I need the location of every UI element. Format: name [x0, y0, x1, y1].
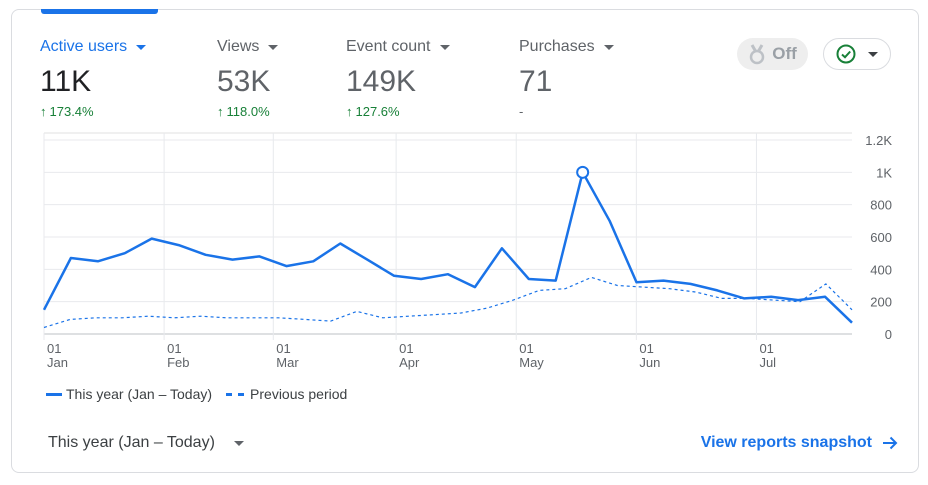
highlight-point: [576, 165, 590, 179]
legend-item-this-year[interactable]: This year (Jan – Today): [46, 386, 212, 402]
y-tick-label: 800: [870, 198, 892, 213]
metric-delta: ↑ 173.4%: [40, 103, 146, 119]
metric-label: Event count: [346, 38, 431, 55]
comparison-status-dropdown[interactable]: [823, 38, 891, 70]
legend-solid-swatch: [46, 392, 62, 396]
award-icon: [749, 44, 765, 65]
metric-value: 71: [519, 65, 553, 98]
caret-down-icon[interactable]: [439, 44, 450, 50]
arrow-right-icon: [883, 436, 898, 450]
legend-label: This year (Jan – Today): [66, 386, 213, 402]
x-tick-day: 01: [399, 341, 413, 356]
metric-views[interactable]: Views 53K ↑ 118.0%: [217, 37, 279, 119]
arrow-up-icon: ↑: [40, 103, 47, 119]
x-tick-day: 01: [639, 341, 653, 356]
y-tick-label: 1K: [876, 165, 892, 180]
caret-down-icon[interactable]: [268, 44, 279, 50]
date-range-dropdown[interactable]: This year (Jan – Today): [48, 434, 244, 452]
y-tick-label: 1.2K: [865, 133, 892, 148]
chart-legend: This year (Jan – Today) Previous period: [46, 386, 361, 402]
series-previous-period: [43, 276, 853, 329]
x-tick-month: Feb: [167, 355, 189, 370]
legend-label: Previous period: [250, 386, 348, 402]
insights-toggle[interactable]: Off: [737, 38, 808, 70]
chart-series: [42, 165, 853, 329]
caret-down-icon: [233, 440, 244, 446]
date-range-label: This year (Jan – Today): [48, 434, 215, 451]
x-tick-month: May: [519, 355, 544, 370]
x-tick-month: Jul: [759, 355, 776, 370]
legend-dashed-swatch: [226, 392, 245, 396]
x-tick-day: 01: [276, 341, 290, 356]
caret-down-icon[interactable]: [136, 44, 147, 50]
y-tick-label: 0: [885, 327, 892, 342]
y-tick-label: 200: [870, 295, 892, 310]
metric-event-count[interactable]: Event count 149K ↑ 127.6%: [346, 37, 450, 119]
x-tick-month: Mar: [276, 355, 299, 370]
metric-purchases[interactable]: Purchases 71 -: [519, 37, 614, 119]
x-tick-day: 01: [47, 341, 61, 356]
metric-delta-text: 118.0%: [226, 103, 270, 119]
metric-label: Purchases: [519, 38, 595, 55]
link-label: View reports snapshot: [700, 434, 872, 451]
x-tick-day: 01: [167, 341, 181, 356]
metric-value: 53K: [217, 65, 271, 98]
metric-delta: ↑ 118.0%: [217, 103, 278, 119]
metric-value: 149K: [346, 65, 417, 98]
metric-delta-text: 127.6%: [355, 103, 400, 119]
chart-grid: [43, 132, 852, 340]
x-tick-day: 01: [759, 341, 773, 356]
legend-item-previous[interactable]: Previous period: [226, 386, 347, 402]
caret-down-icon: [868, 51, 878, 57]
view-reports-snapshot-link[interactable]: View reports snapshot: [701, 434, 898, 452]
arrow-up-icon: ↑: [346, 103, 353, 119]
x-tick-day: 01: [519, 341, 533, 356]
y-tick-label: 600: [870, 230, 892, 245]
x-tick-month: Jun: [639, 355, 660, 370]
series-this-year: [42, 171, 853, 324]
y-tick-label: 400: [870, 262, 892, 277]
check-circle-icon: [836, 44, 856, 64]
x-tick-month: Jan: [47, 355, 68, 370]
metric-value: 11K: [40, 65, 92, 98]
x-tick-month: Apr: [399, 355, 420, 370]
metric-delta: ↑ 127.6%: [346, 103, 450, 119]
toggle-label: Off: [772, 44, 797, 63]
arrow-up-icon: ↑: [217, 103, 224, 119]
y-axis-labels: 0 200 400 600 800 1K 1.2K: [865, 133, 892, 342]
metric-delta: -: [519, 103, 524, 119]
metric-delta-text: 173.4%: [49, 103, 94, 119]
metric-label: Views: [217, 38, 260, 55]
metric-active-users[interactable]: Active users 11K ↑ 173.4%: [40, 37, 147, 119]
caret-down-icon[interactable]: [603, 44, 614, 50]
active-metric-indicator: [41, 9, 158, 14]
metric-label: Active users: [40, 38, 128, 55]
